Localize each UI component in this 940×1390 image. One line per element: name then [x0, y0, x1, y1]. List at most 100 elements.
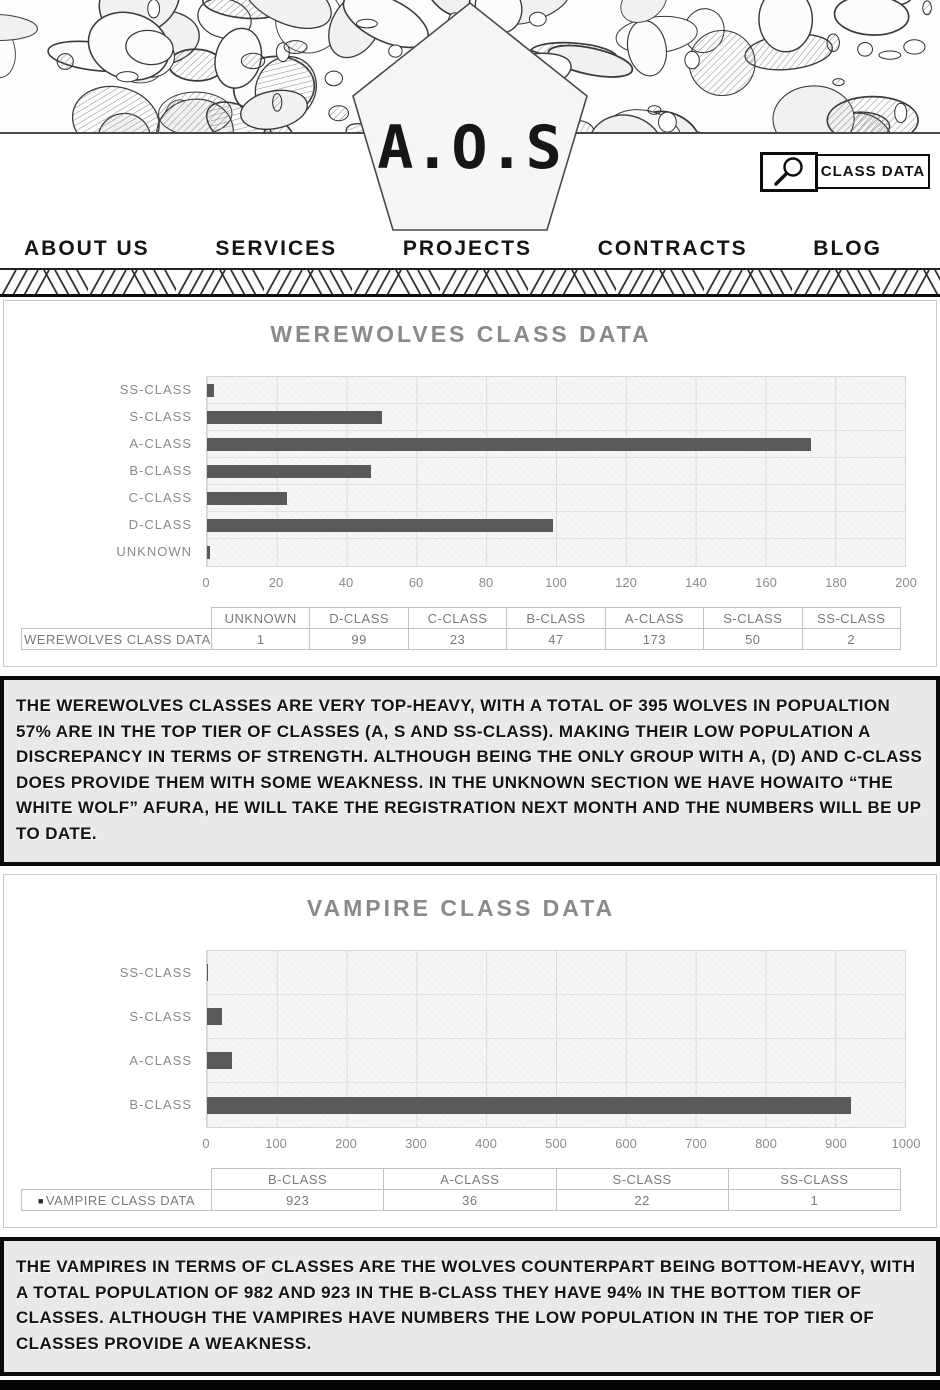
bar-row: [207, 1083, 905, 1127]
bar-a-class: [207, 437, 811, 451]
x-axis-tick: 100: [265, 1136, 287, 1151]
vampire-chart-card: VAMPIRE CLASS DATA SS-CLASS S-CLASS A-CLAS…: [3, 874, 937, 1228]
search-button[interactable]: [760, 152, 818, 192]
bar-unknown: [207, 546, 211, 559]
x-axis-tick: 160: [755, 575, 777, 590]
x-axis-tick: 500: [545, 1136, 567, 1151]
x-axis-tick: 180: [825, 575, 847, 590]
bar-row: [207, 404, 905, 431]
bar-row: [207, 458, 905, 485]
vampire-data-table: B-CLASS A-CLASS S-CLASS SS-CLASS ■ VAMPIRE CL…: [21, 1168, 902, 1211]
x-axis-tick: 40: [338, 575, 354, 590]
x-axis-tick: 80: [478, 575, 494, 590]
vampire-bar-chart: SS-CLASS S-CLASS A-CLASS B-CLASS: [16, 950, 906, 1128]
herringbone-band: [0, 268, 940, 297]
table-cell: 99: [309, 628, 409, 650]
x-axis-tick: 400: [475, 1136, 497, 1151]
x-axis-tick: 100: [545, 575, 567, 590]
table-cell: 50: [703, 628, 803, 650]
table-row-label: ■ VAMPIRE CLASS DATA: [21, 1189, 212, 1211]
x-axis-tick: 300: [405, 1136, 427, 1151]
table-col-header: D-CLASS: [309, 607, 409, 629]
x-axis: 0 100 200 300 400 500 600 700 800 900 1000: [202, 1132, 920, 1156]
magnifier-icon: [774, 157, 803, 186]
bar-row: [207, 951, 905, 995]
nav-item-about-us[interactable]: ABOUT US: [24, 237, 150, 260]
logo-pentagon[interactable]: A.O.S: [350, 0, 590, 234]
y-axis-label: SS-CLASS: [119, 382, 192, 397]
bar-c-class: [207, 491, 288, 505]
site-header: A.O.S CLASS DATA ABOUT US SERVICES PROJE…: [0, 0, 940, 297]
y-axis-label: B-CLASS: [129, 463, 192, 478]
plot-area: [206, 376, 906, 567]
y-axis-labels: SS-CLASS S-CLASS A-CLASS B-CLASS: [16, 950, 206, 1128]
search-input[interactable]: CLASS DATA: [818, 154, 930, 189]
x-axis-tick: 600: [615, 1136, 637, 1151]
werewolves-bar-chart: SS-CLASS S-CLASS A-CLASS B-CLASS C-CLASS D-CL…: [16, 376, 906, 567]
table-row-label: WEREWOLVES CLASS DATA: [21, 628, 212, 650]
y-axis-label: UNKNOWN: [116, 544, 192, 559]
bar-s-class: [207, 1008, 223, 1025]
x-axis-tick: 60: [408, 575, 424, 590]
nav-item-services[interactable]: SERVICES: [215, 237, 338, 260]
vampire-chart-title: VAMPIRE CLASS DATA: [306, 895, 616, 921]
bar-a-class: [207, 1052, 233, 1069]
table-col-header: A-CLASS: [604, 607, 705, 629]
bar-b-class: [207, 464, 372, 478]
nav-item-projects[interactable]: PROJECTS: [402, 237, 533, 260]
table-cell: 36: [383, 1189, 557, 1211]
y-axis-label: S-CLASS: [129, 409, 192, 424]
nav-item-blog[interactable]: BLOG: [813, 237, 882, 260]
main-nav: ABOUT US SERVICES PROJECTS CONTRACTS BLO…: [0, 237, 940, 261]
footer-bar: [0, 1380, 940, 1390]
table-cell: 23: [407, 628, 508, 650]
werewolves-chart-card: WEREWOLVES CLASS DATA SS-CLASS S-CLASS A-C…: [3, 300, 937, 667]
x-axis: 0 20 40 60 80 100 120 140 160 180 200: [202, 571, 916, 595]
x-axis-tick: 900: [825, 1136, 847, 1151]
x-axis-tick: 200: [895, 575, 917, 590]
x-axis-tick: 0: [202, 575, 210, 590]
y-axis-label: C-CLASS: [128, 490, 192, 505]
nav-item-contracts[interactable]: CONTRACTS: [597, 237, 748, 260]
x-axis-tick: 120: [615, 575, 637, 590]
table-col-header: UNKNOWN: [210, 607, 311, 629]
werewolves-summary-box: THE WEREWOLVES CLASSES ARE VERY TOP-HEAV…: [0, 676, 940, 866]
x-axis-tick: 1000: [891, 1136, 921, 1151]
table-col-header: S-CLASS: [703, 607, 803, 629]
table-corner-cell: [22, 608, 212, 629]
table-cell: 923: [210, 1189, 385, 1211]
plot-area: [206, 950, 906, 1128]
y-axis-label: A-CLASS: [129, 436, 192, 451]
table-cell: 2: [801, 628, 902, 650]
werewolves-chart-title: WEREWOLVES CLASS DATA: [270, 321, 652, 347]
bar-s-class: [207, 410, 382, 424]
table-cell: 47: [506, 628, 606, 650]
x-axis-tick: 800: [755, 1136, 777, 1151]
table-col-header: C-CLASS: [407, 607, 508, 629]
bar-b-class: [207, 1096, 852, 1114]
table-row: ■ VAMPIRE CLASS DATA 923 36 22 1: [21, 1189, 902, 1211]
x-axis-tick: 140: [685, 575, 707, 590]
logo-text: A.O.S: [377, 113, 563, 183]
search-widget: CLASS DATA: [760, 152, 930, 192]
bar-row: [207, 431, 905, 458]
y-axis-label: B-CLASS: [129, 1096, 192, 1112]
bar-row: [207, 1039, 905, 1083]
table-col-header: SS-CLASS: [801, 607, 902, 629]
x-axis-tick: 700: [685, 1136, 707, 1151]
table-col-header: B-CLASS: [210, 1168, 385, 1190]
bar-row: [207, 377, 905, 404]
bar-row: [207, 539, 905, 566]
bar-ss-class: [207, 383, 214, 397]
bar-row: [207, 485, 905, 512]
x-axis-tick: 20: [268, 575, 284, 590]
table-corner-cell: [22, 1169, 212, 1190]
legend-marker-icon: ■: [37, 1195, 44, 1206]
y-axis-label: A-CLASS: [129, 1052, 192, 1068]
bar-row: [207, 512, 905, 539]
y-axis-label: S-CLASS: [129, 1008, 192, 1024]
table-cell: 173: [604, 628, 705, 650]
table-col-header: A-CLASS: [383, 1168, 557, 1190]
vampire-summary-box: THE VAMPIRES IN TERMS OF CLASSES ARE THE…: [0, 1237, 940, 1376]
werewolves-data-table: UNKNOWN D-CLASS C-CLASS B-CLASS A-CLASS S-CLA…: [21, 607, 902, 650]
